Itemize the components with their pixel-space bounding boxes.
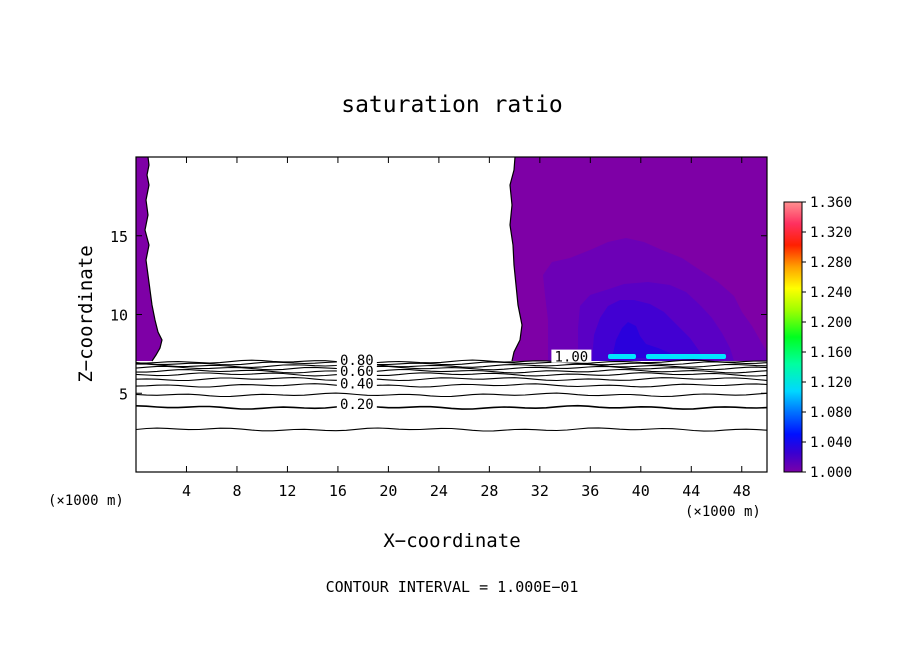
boundary-left [144, 157, 163, 362]
x-axis: 4 8 12 16 20 24 28 32 36 40 44 48 [182, 157, 751, 500]
plot-fill [136, 157, 767, 362]
x-unit-label: (×1000 m) [685, 504, 761, 520]
y-axis-label: Z−coordinate [75, 245, 97, 382]
contour-label-bg [551, 349, 592, 363]
x-tick-label: 16 [329, 482, 347, 500]
contour-label-bg [336, 363, 377, 377]
contour-line [136, 359, 767, 364]
contour-label-bg [336, 352, 377, 366]
y-tick-label: 15 [110, 228, 128, 246]
x-tick-label: 20 [379, 482, 397, 500]
x-tick-label: 40 [632, 482, 650, 500]
x-tick-label: 48 [733, 482, 751, 500]
x-tick-label: 44 [682, 482, 700, 500]
contour-line [136, 404, 767, 410]
x-tick-label: 4 [182, 482, 191, 500]
x-tick-label: 24 [430, 482, 448, 500]
shade-4 [612, 322, 676, 358]
contour-line [136, 377, 767, 382]
y-tick-label: 5 [119, 385, 128, 403]
colorbar-label: 1.320 [810, 225, 852, 241]
contour-line [136, 361, 767, 366]
x-axis-label: X−coordinate [383, 530, 520, 552]
contour-line [136, 427, 767, 432]
cyan-band-2 [646, 354, 726, 359]
colorbar: 1.360 1.320 1.280 1.240 1.200 1.160 1.120 1.080… [783, 195, 852, 481]
x-tick-label: 28 [480, 482, 498, 500]
contour-line [136, 383, 767, 388]
colorbar-label: 1.000 [810, 465, 852, 481]
boundary-right [509, 157, 523, 362]
contour-lines [136, 359, 767, 432]
colorbar-gradient [783, 201, 803, 473]
z-unit-label: (×1000 m) [48, 493, 124, 509]
colorbar-label: 1.280 [810, 255, 852, 271]
colorbar-label: 1.080 [810, 405, 852, 421]
chart-title: saturation ratio [341, 92, 563, 118]
contour-line [136, 372, 767, 377]
left-saturated-region [136, 157, 162, 361]
x-tick-label: 32 [531, 482, 549, 500]
contour-labels: 0.20 0.400.600.80 1.00 [336, 349, 592, 413]
colorbar-label: 1.040 [810, 435, 852, 451]
y-tick-label: 10 [110, 307, 128, 325]
colorbar-label: 1.360 [810, 195, 852, 211]
colorbar-label: 1.120 [810, 375, 852, 391]
contour-line [136, 363, 767, 368]
contour-interval-note: CONTOUR INTERVAL = 1.000E−01 [326, 578, 579, 596]
contour-label-bg [336, 396, 377, 410]
x-tick-label: 36 [581, 482, 599, 500]
contour-line [136, 368, 767, 374]
y-axis: 5 10 15 [110, 228, 767, 403]
contour-label: 0.40 [340, 376, 374, 392]
contour-line [136, 392, 767, 398]
contour-label: 0.20 [340, 397, 374, 413]
contour-label: 1.00 [555, 350, 589, 366]
contour-label: 0.80 [340, 353, 374, 369]
colorbar-labels: 1.360 1.320 1.280 1.240 1.200 1.160 1.120 1.080… [802, 195, 852, 481]
contour-line [136, 365, 767, 371]
colorbar-label: 1.240 [810, 285, 852, 301]
contour-label: 0.60 [340, 364, 374, 380]
colorbar-label: 1.200 [810, 315, 852, 331]
cyan-band-1 [608, 354, 636, 359]
x-tick-label: 12 [278, 482, 296, 500]
x-tick-label: 8 [232, 482, 241, 500]
colorbar-label: 1.160 [810, 345, 852, 361]
contour-label-bg [336, 376, 377, 390]
